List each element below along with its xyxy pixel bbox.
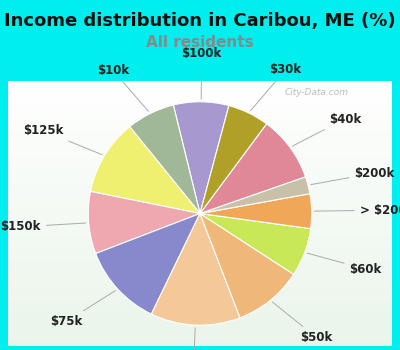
Text: $125k: $125k bbox=[23, 124, 102, 155]
Wedge shape bbox=[200, 177, 310, 214]
Wedge shape bbox=[88, 191, 200, 253]
Text: $40k: $40k bbox=[292, 112, 361, 146]
Wedge shape bbox=[96, 214, 200, 314]
Text: $150k: $150k bbox=[0, 220, 86, 233]
Text: $100k: $100k bbox=[182, 47, 222, 99]
Text: $10k: $10k bbox=[97, 64, 148, 111]
Wedge shape bbox=[200, 194, 312, 229]
Wedge shape bbox=[130, 105, 200, 214]
Wedge shape bbox=[90, 127, 200, 214]
Wedge shape bbox=[200, 214, 294, 318]
Text: All residents: All residents bbox=[146, 35, 254, 50]
Text: $30k: $30k bbox=[250, 63, 302, 111]
Text: Income distribution in Caribou, ME (%): Income distribution in Caribou, ME (%) bbox=[4, 12, 396, 30]
Wedge shape bbox=[173, 102, 229, 214]
Text: $20k: $20k bbox=[177, 328, 209, 350]
Text: $75k: $75k bbox=[50, 290, 116, 328]
Text: $60k: $60k bbox=[307, 253, 382, 276]
Wedge shape bbox=[200, 106, 267, 214]
Wedge shape bbox=[151, 214, 240, 325]
Text: $200k: $200k bbox=[311, 167, 395, 185]
Text: > $200k: > $200k bbox=[314, 204, 400, 217]
Wedge shape bbox=[200, 124, 306, 214]
Text: City-Data.com: City-Data.com bbox=[284, 89, 348, 98]
Wedge shape bbox=[200, 214, 311, 274]
Text: $50k: $50k bbox=[272, 302, 333, 344]
